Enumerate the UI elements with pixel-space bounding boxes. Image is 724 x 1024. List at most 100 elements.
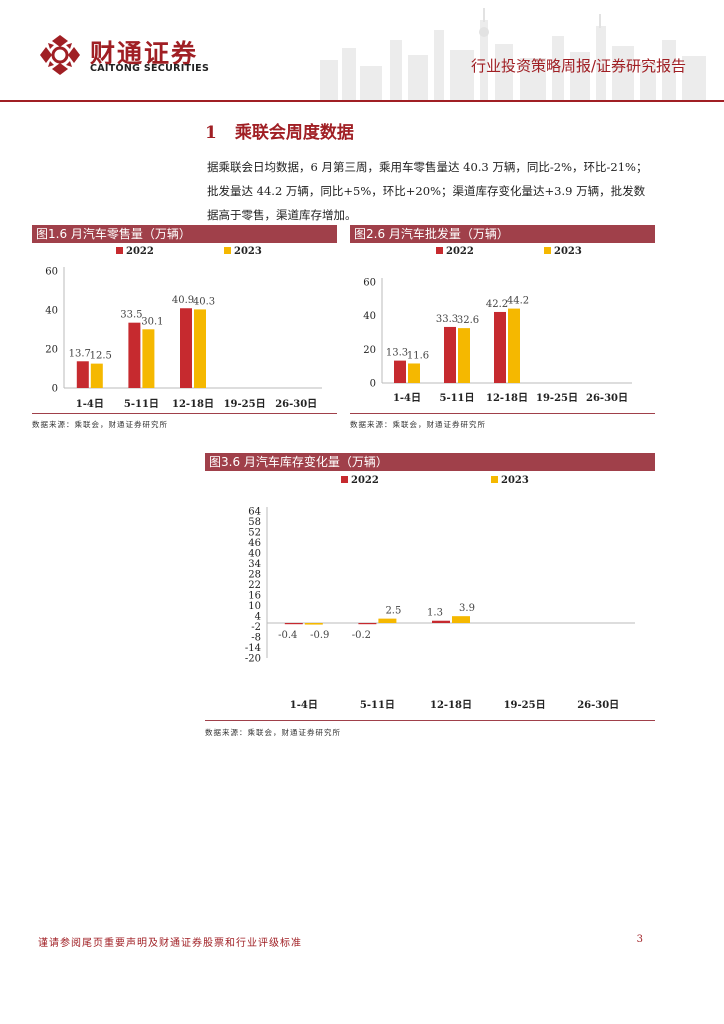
data-label: -0.4 xyxy=(278,630,297,641)
x-tick-label: 5-11日 xyxy=(124,398,159,410)
bar xyxy=(444,326,456,383)
data-label: -0.9 xyxy=(310,630,329,641)
page-header: 财通证券 CAITONG SECURITIES 行业投资策略周报/证券研究报告 xyxy=(0,0,724,104)
brand-name-en: CAITONG SECURITIES xyxy=(90,63,210,74)
legend-label: 2022 xyxy=(351,475,379,486)
y-tick-label: 58 xyxy=(248,517,261,528)
bar xyxy=(452,616,470,623)
y-tick-label: 20 xyxy=(45,345,58,356)
bar xyxy=(180,308,192,388)
figure-2-source: 数据来源：乘联会，财通证券研究所 xyxy=(350,420,486,429)
legend-swatch xyxy=(116,247,123,254)
x-tick-label: 19-25日 xyxy=(504,699,546,711)
y-tick-label: 40 xyxy=(248,549,261,560)
x-tick-label: 19-25日 xyxy=(224,398,266,410)
data-label: 44.2 xyxy=(507,296,529,307)
data-label: 13.7 xyxy=(69,348,91,359)
wholesale-chart: 2022 2023 0 20 40 60 1-4日 13.311.6 5-11日 33.332.6… xyxy=(363,246,632,404)
x-tick-label: 26-30日 xyxy=(577,699,619,711)
y-tick-label: 10 xyxy=(248,601,261,612)
bar xyxy=(128,322,141,388)
paragraph-line: 据乘联会日均数据，6 月第三周，乘用车零售量达 40.3 万辆，同比-2%，环比… xyxy=(207,160,648,174)
y-tick-label: 20 xyxy=(363,345,376,356)
section-heading: 乘联会周度数据 xyxy=(234,123,354,143)
y-tick-label: 22 xyxy=(248,580,261,591)
bar xyxy=(284,623,303,625)
x-tick-label: 12-18日 xyxy=(172,398,214,410)
summary-paragraph: 据乘联会日均数据，6 月第三周，乘用车零售量达 40.3 万辆，同比-2%，环比… xyxy=(207,155,689,227)
data-label: 32.6 xyxy=(457,315,479,326)
page-number: 3 xyxy=(636,934,643,945)
y-tick-label: 0 xyxy=(370,379,376,390)
data-label: 3.9 xyxy=(459,603,475,614)
bar xyxy=(408,363,420,383)
caitong-logo-icon xyxy=(40,35,80,75)
y-tick-label: 16 xyxy=(248,591,261,602)
paragraph-line: 批发量达 44.2 万辆，同比+5%，环比+20%；渠道库存变化量达+3.9 万… xyxy=(207,184,646,198)
y-tick-label: 60 xyxy=(363,278,376,289)
figure-1-title: 图1.6 月汽车零售量（万辆） xyxy=(32,225,337,243)
brand-name-cn: 财通证券 xyxy=(90,39,199,68)
legend-swatch xyxy=(491,476,498,483)
data-label: 13.3 xyxy=(386,348,408,359)
section-number: 1 xyxy=(205,123,217,143)
y-tick-label: 64 xyxy=(248,507,261,518)
figure-1-source-divider xyxy=(32,413,337,414)
legend-label: 2023 xyxy=(234,246,262,257)
retail-sales-chart: 2022 2023 0 20 40 60 1-4日 13.712.5 5-11日 33.530.1… xyxy=(45,246,322,410)
figure-3-source-divider xyxy=(205,720,655,721)
bar xyxy=(142,329,155,388)
legend-label: 2023 xyxy=(554,246,582,257)
data-label: -0.2 xyxy=(352,630,371,641)
y-tick-label: -2 xyxy=(251,622,261,633)
y-tick-label: 28 xyxy=(248,570,261,581)
x-tick-label: 26-30日 xyxy=(586,392,628,404)
legend-label: 2022 xyxy=(126,246,154,257)
legend-swatch xyxy=(436,247,443,254)
y-tick-label: -8 xyxy=(251,633,261,644)
data-label: 40.9 xyxy=(172,295,194,306)
data-label: 33.5 xyxy=(120,310,142,321)
figure-3-title: 图3.6 月汽车库存变化量（万辆） xyxy=(205,453,655,471)
y-tick-label: 60 xyxy=(45,267,58,278)
legend-swatch xyxy=(224,247,231,254)
x-tick-label: 12-18日 xyxy=(430,699,472,711)
y-tick-label: -14 xyxy=(245,643,261,654)
y-tick-label: 52 xyxy=(248,528,261,539)
bar xyxy=(76,361,89,388)
data-label: 1.3 xyxy=(427,608,443,619)
figure-2-source-divider xyxy=(350,413,655,414)
figure-1-source: 数据来源：乘联会，财通证券研究所 xyxy=(32,420,168,429)
bar xyxy=(432,620,450,623)
data-label: 40.3 xyxy=(193,296,215,307)
y-tick-label: 40 xyxy=(363,311,376,322)
bar xyxy=(378,618,397,623)
x-tick-label: 1-4日 xyxy=(76,398,104,410)
x-tick-label: 26-30日 xyxy=(275,398,317,410)
header-divider xyxy=(0,100,724,102)
y-tick-label: 40 xyxy=(45,306,58,317)
bar xyxy=(358,623,377,625)
y-tick-label: 4 xyxy=(255,612,261,623)
y-tick-label: 34 xyxy=(248,559,261,570)
x-tick-label: 19-25日 xyxy=(536,392,578,404)
footer-disclaimer: 谨请参阅尾页重要声明及财通证券股票和行业评级标准 xyxy=(38,938,302,949)
data-label: 30.1 xyxy=(141,316,163,327)
data-label: 42.2 xyxy=(486,299,508,310)
bar xyxy=(394,360,406,383)
x-tick-label: 5-11日 xyxy=(360,699,395,711)
bar xyxy=(194,309,206,388)
y-tick-label: 0 xyxy=(52,384,58,395)
bar xyxy=(494,311,506,383)
x-tick-label: 1-4日 xyxy=(290,699,318,711)
x-tick-label: 5-11日 xyxy=(439,392,474,404)
data-label: 33.3 xyxy=(436,314,458,325)
legend-label: 2022 xyxy=(446,246,474,257)
bar xyxy=(304,623,323,625)
legend-swatch xyxy=(544,247,551,254)
report-type: 行业投资策略周报/证券研究报告 xyxy=(470,57,686,75)
data-label: 11.6 xyxy=(407,350,429,361)
bar xyxy=(508,308,520,383)
data-label: 12.5 xyxy=(90,351,112,362)
